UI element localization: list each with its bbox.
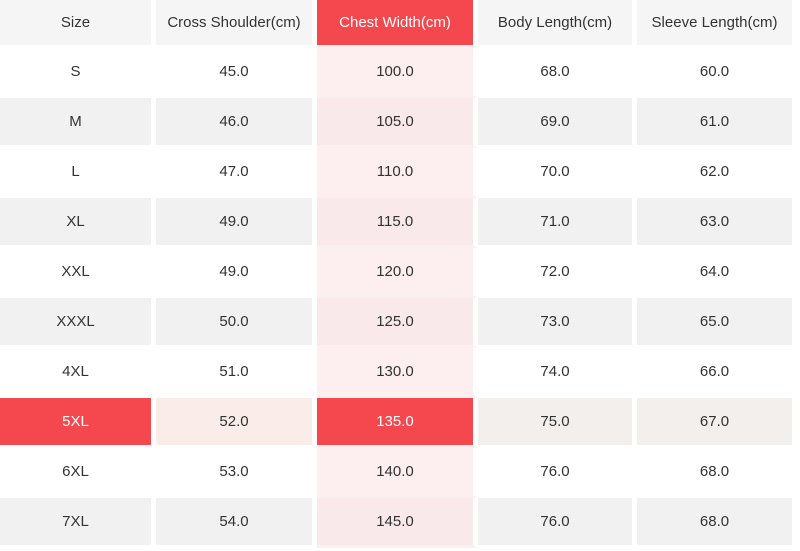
- value-cell: 72.0: [478, 248, 637, 298]
- table-header: Size Cross Shoulder(cm) Chest Width(cm) Bod…: [0, 0, 800, 48]
- table-row-l: L 47.0 110.0 70.0 62.0: [0, 148, 800, 198]
- table-row-xxl: XXL 49.0 120.0 72.0 64.0: [0, 248, 800, 298]
- column-header-sleeve-length-cm[interactable]: Sleeve Length(cm): [637, 0, 800, 48]
- value-cell: 71.0: [478, 198, 637, 248]
- value-cell: 51.0: [156, 348, 317, 398]
- table-row-4xl: 4XL 51.0 130.0 74.0 66.0: [0, 348, 800, 398]
- size-cell-7xl[interactable]: 7XL: [0, 498, 156, 548]
- column-header-chest-width-cm[interactable]: Chest Width(cm): [317, 0, 478, 48]
- value-cell: 145.0: [317, 498, 478, 548]
- value-cell: 53.0: [156, 448, 317, 498]
- table-row-m: M 46.0 105.0 69.0 61.0: [0, 98, 800, 148]
- value-cell: 50.0: [156, 298, 317, 348]
- size-cell-xxl[interactable]: XXL: [0, 248, 156, 298]
- value-cell: 49.0: [156, 198, 317, 248]
- value-cell: 110.0: [317, 148, 478, 198]
- column-header-size[interactable]: Size: [0, 0, 156, 48]
- value-cell: 70.0: [478, 148, 637, 198]
- value-cell: 68.0: [637, 498, 800, 548]
- table-row-xl: XL 49.0 115.0 71.0 63.0: [0, 198, 800, 248]
- value-cell: 130.0: [317, 348, 478, 398]
- size-cell-xl[interactable]: XL: [0, 198, 156, 248]
- value-cell: 61.0: [637, 98, 800, 148]
- value-cell: 46.0: [156, 98, 317, 148]
- value-cell: 54.0: [156, 498, 317, 548]
- column-header-cross-shoulder-cm[interactable]: Cross Shoulder(cm): [156, 0, 317, 48]
- size-cell-6xl[interactable]: 6XL: [0, 448, 156, 498]
- size-cell-xxxl[interactable]: XXXL: [0, 298, 156, 348]
- value-cell: 120.0: [317, 248, 478, 298]
- value-cell: 69.0: [478, 98, 637, 148]
- table-row-5xl: 5XL 52.0 135.0 75.0 67.0: [0, 398, 800, 448]
- value-cell: 135.0: [317, 398, 478, 448]
- column-header-body-length-cm[interactable]: Body Length(cm): [478, 0, 637, 48]
- value-cell: 64.0: [637, 248, 800, 298]
- value-cell: 73.0: [478, 298, 637, 348]
- size-cell-4xl[interactable]: 4XL: [0, 348, 156, 398]
- value-cell: 105.0: [317, 98, 478, 148]
- value-cell: 60.0: [637, 48, 800, 98]
- value-cell: 65.0: [637, 298, 800, 348]
- value-cell: 47.0: [156, 148, 317, 198]
- size-cell-s[interactable]: S: [0, 48, 156, 98]
- value-cell: 76.0: [478, 448, 637, 498]
- size-cell-l[interactable]: L: [0, 148, 156, 198]
- table-body: S 45.0 100.0 68.0 60.0 M 46.0 105.0 69.0 61.0 L 47.…: [0, 48, 800, 548]
- value-cell: 68.0: [637, 448, 800, 498]
- table-row-7xl: 7XL 54.0 145.0 76.0 68.0: [0, 498, 800, 548]
- value-cell: 45.0: [156, 48, 317, 98]
- value-cell: 140.0: [317, 448, 478, 498]
- value-cell: 75.0: [478, 398, 637, 448]
- value-cell: 66.0: [637, 348, 800, 398]
- value-cell: 115.0: [317, 198, 478, 248]
- value-cell: 49.0: [156, 248, 317, 298]
- value-cell: 52.0: [156, 398, 317, 448]
- value-cell: 74.0: [478, 348, 637, 398]
- value-cell: 76.0: [478, 498, 637, 548]
- size-cell-5xl[interactable]: 5XL: [0, 398, 156, 448]
- value-cell: 63.0: [637, 198, 800, 248]
- value-cell: 125.0: [317, 298, 478, 348]
- value-cell: 62.0: [637, 148, 800, 198]
- table-row-xxxl: XXXL 50.0 125.0 73.0 65.0: [0, 298, 800, 348]
- size-cell-m[interactable]: M: [0, 98, 156, 148]
- value-cell: 68.0: [478, 48, 637, 98]
- value-cell: 67.0: [637, 398, 800, 448]
- table-row-6xl: 6XL 53.0 140.0 76.0 68.0: [0, 448, 800, 498]
- table-row-s: S 45.0 100.0 68.0 60.0: [0, 48, 800, 98]
- value-cell: 100.0: [317, 48, 478, 98]
